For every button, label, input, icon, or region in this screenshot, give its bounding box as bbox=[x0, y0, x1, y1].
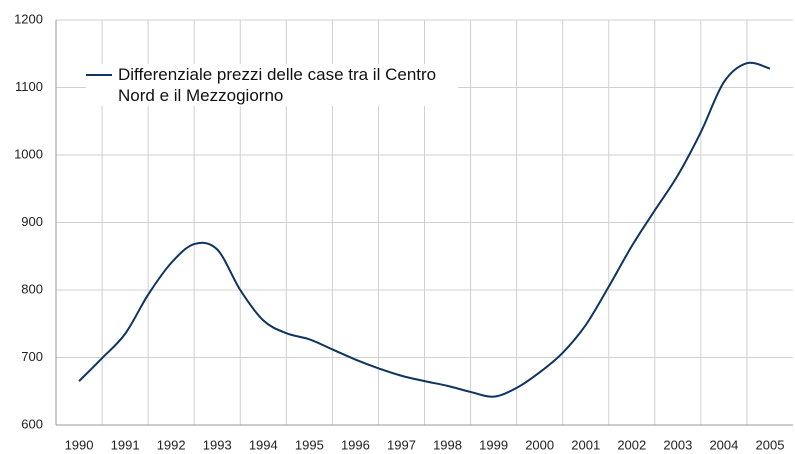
y-tick-label: 600 bbox=[21, 416, 43, 431]
x-tick-label: 2004 bbox=[709, 437, 738, 452]
legend: Differenziale prezzi delle case tra il C… bbox=[86, 64, 458, 106]
y-tick-label: 1100 bbox=[15, 79, 43, 94]
x-tick-label: 1995 bbox=[295, 437, 324, 452]
y-tick-label: 800 bbox=[21, 281, 43, 296]
legend-label: Differenziale prezzi delle case tra il C… bbox=[118, 65, 437, 105]
line bbox=[78, 61, 771, 398]
x-tick-label: 1993 bbox=[203, 437, 232, 452]
legend-swatch bbox=[86, 74, 112, 76]
y-tick-label: 1200 bbox=[14, 11, 43, 26]
x-tick-label: 1991 bbox=[111, 437, 140, 452]
x-tick-label: 1999 bbox=[479, 437, 508, 452]
x-tick-label: 2005 bbox=[756, 437, 785, 452]
x-tick-label: 2003 bbox=[663, 437, 692, 452]
x-tick-label: 1997 bbox=[387, 437, 416, 452]
y-tick-label: 1000 bbox=[14, 146, 43, 161]
x-tick-label: 1998 bbox=[433, 437, 462, 452]
y-tick-label: 700 bbox=[21, 349, 43, 364]
x-tick-label: 2000 bbox=[525, 437, 554, 452]
x-tick-label: 1996 bbox=[341, 437, 370, 452]
y-tick-label: 900 bbox=[21, 214, 43, 229]
x-tick-label: 1992 bbox=[157, 437, 186, 452]
x-tick-label: 1990 bbox=[65, 437, 94, 452]
x-tick-label: 2002 bbox=[617, 437, 646, 452]
x-tick-label: 1994 bbox=[249, 437, 278, 452]
x-tick-label: 2001 bbox=[571, 437, 600, 452]
